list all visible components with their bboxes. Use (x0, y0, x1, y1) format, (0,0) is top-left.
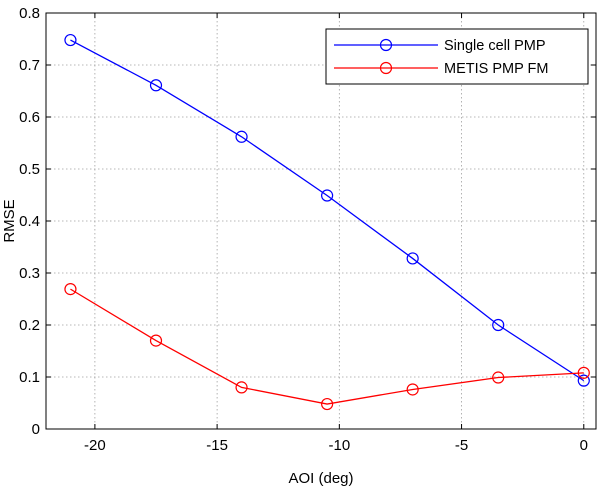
series-1 (64, 33, 590, 387)
data-point (492, 371, 505, 384)
legend-item: Single cell PMP (334, 38, 546, 54)
series-layer (64, 33, 590, 411)
x-tick-label: -5 (455, 437, 468, 454)
data-point (235, 130, 248, 143)
legend-marker (379, 61, 393, 75)
y-tick-label: 0.2 (19, 317, 40, 334)
x-tick-label: 0 (580, 437, 588, 454)
data-point (321, 189, 334, 202)
y-tick-label: 0.7 (19, 57, 40, 74)
y-tick-label: 0.6 (19, 109, 40, 126)
legend-label: Single cell PMP (444, 38, 546, 54)
legend-item: METIS PMP FM (334, 61, 548, 77)
x-tick-label: -15 (206, 437, 228, 454)
legend-label: METIS PMP FM (444, 61, 548, 77)
x-axis-label: AOI (deg) (288, 470, 353, 487)
y-tick-label: 0.5 (19, 161, 40, 178)
data-point (406, 252, 419, 265)
data-point (321, 397, 334, 411)
series-2 (64, 283, 590, 411)
data-point (492, 318, 505, 332)
data-point (235, 381, 248, 394)
legend: Single cell PMP METIS PMP FM (325, 28, 589, 85)
series-line (70, 39, 585, 382)
legend-marker (379, 38, 393, 52)
y-tick-label: 0.1 (19, 369, 40, 386)
data-point (64, 283, 77, 296)
series-line (70, 288, 584, 405)
data-point (406, 383, 419, 396)
y-tick-label: 0.4 (19, 213, 40, 230)
y-tick-label: 0.8 (19, 5, 40, 22)
data-point (64, 33, 77, 47)
axes: -20 -15 -10 -5 0 0 0.1 0.2 0.3 0.4 0.5 0.6 0.7 0.8 (19, 5, 597, 454)
x-tick-label: -20 (84, 437, 106, 454)
data-point (577, 366, 590, 379)
data-point (149, 79, 163, 92)
y-tick-label: 0 (32, 421, 40, 438)
y-axis-label: RMSE (1, 199, 18, 242)
data-point (577, 374, 590, 387)
y-tick-label: 0.3 (19, 265, 40, 282)
x-tick-label: -10 (328, 437, 350, 454)
data-point (149, 334, 163, 347)
legend-box (325, 28, 589, 85)
